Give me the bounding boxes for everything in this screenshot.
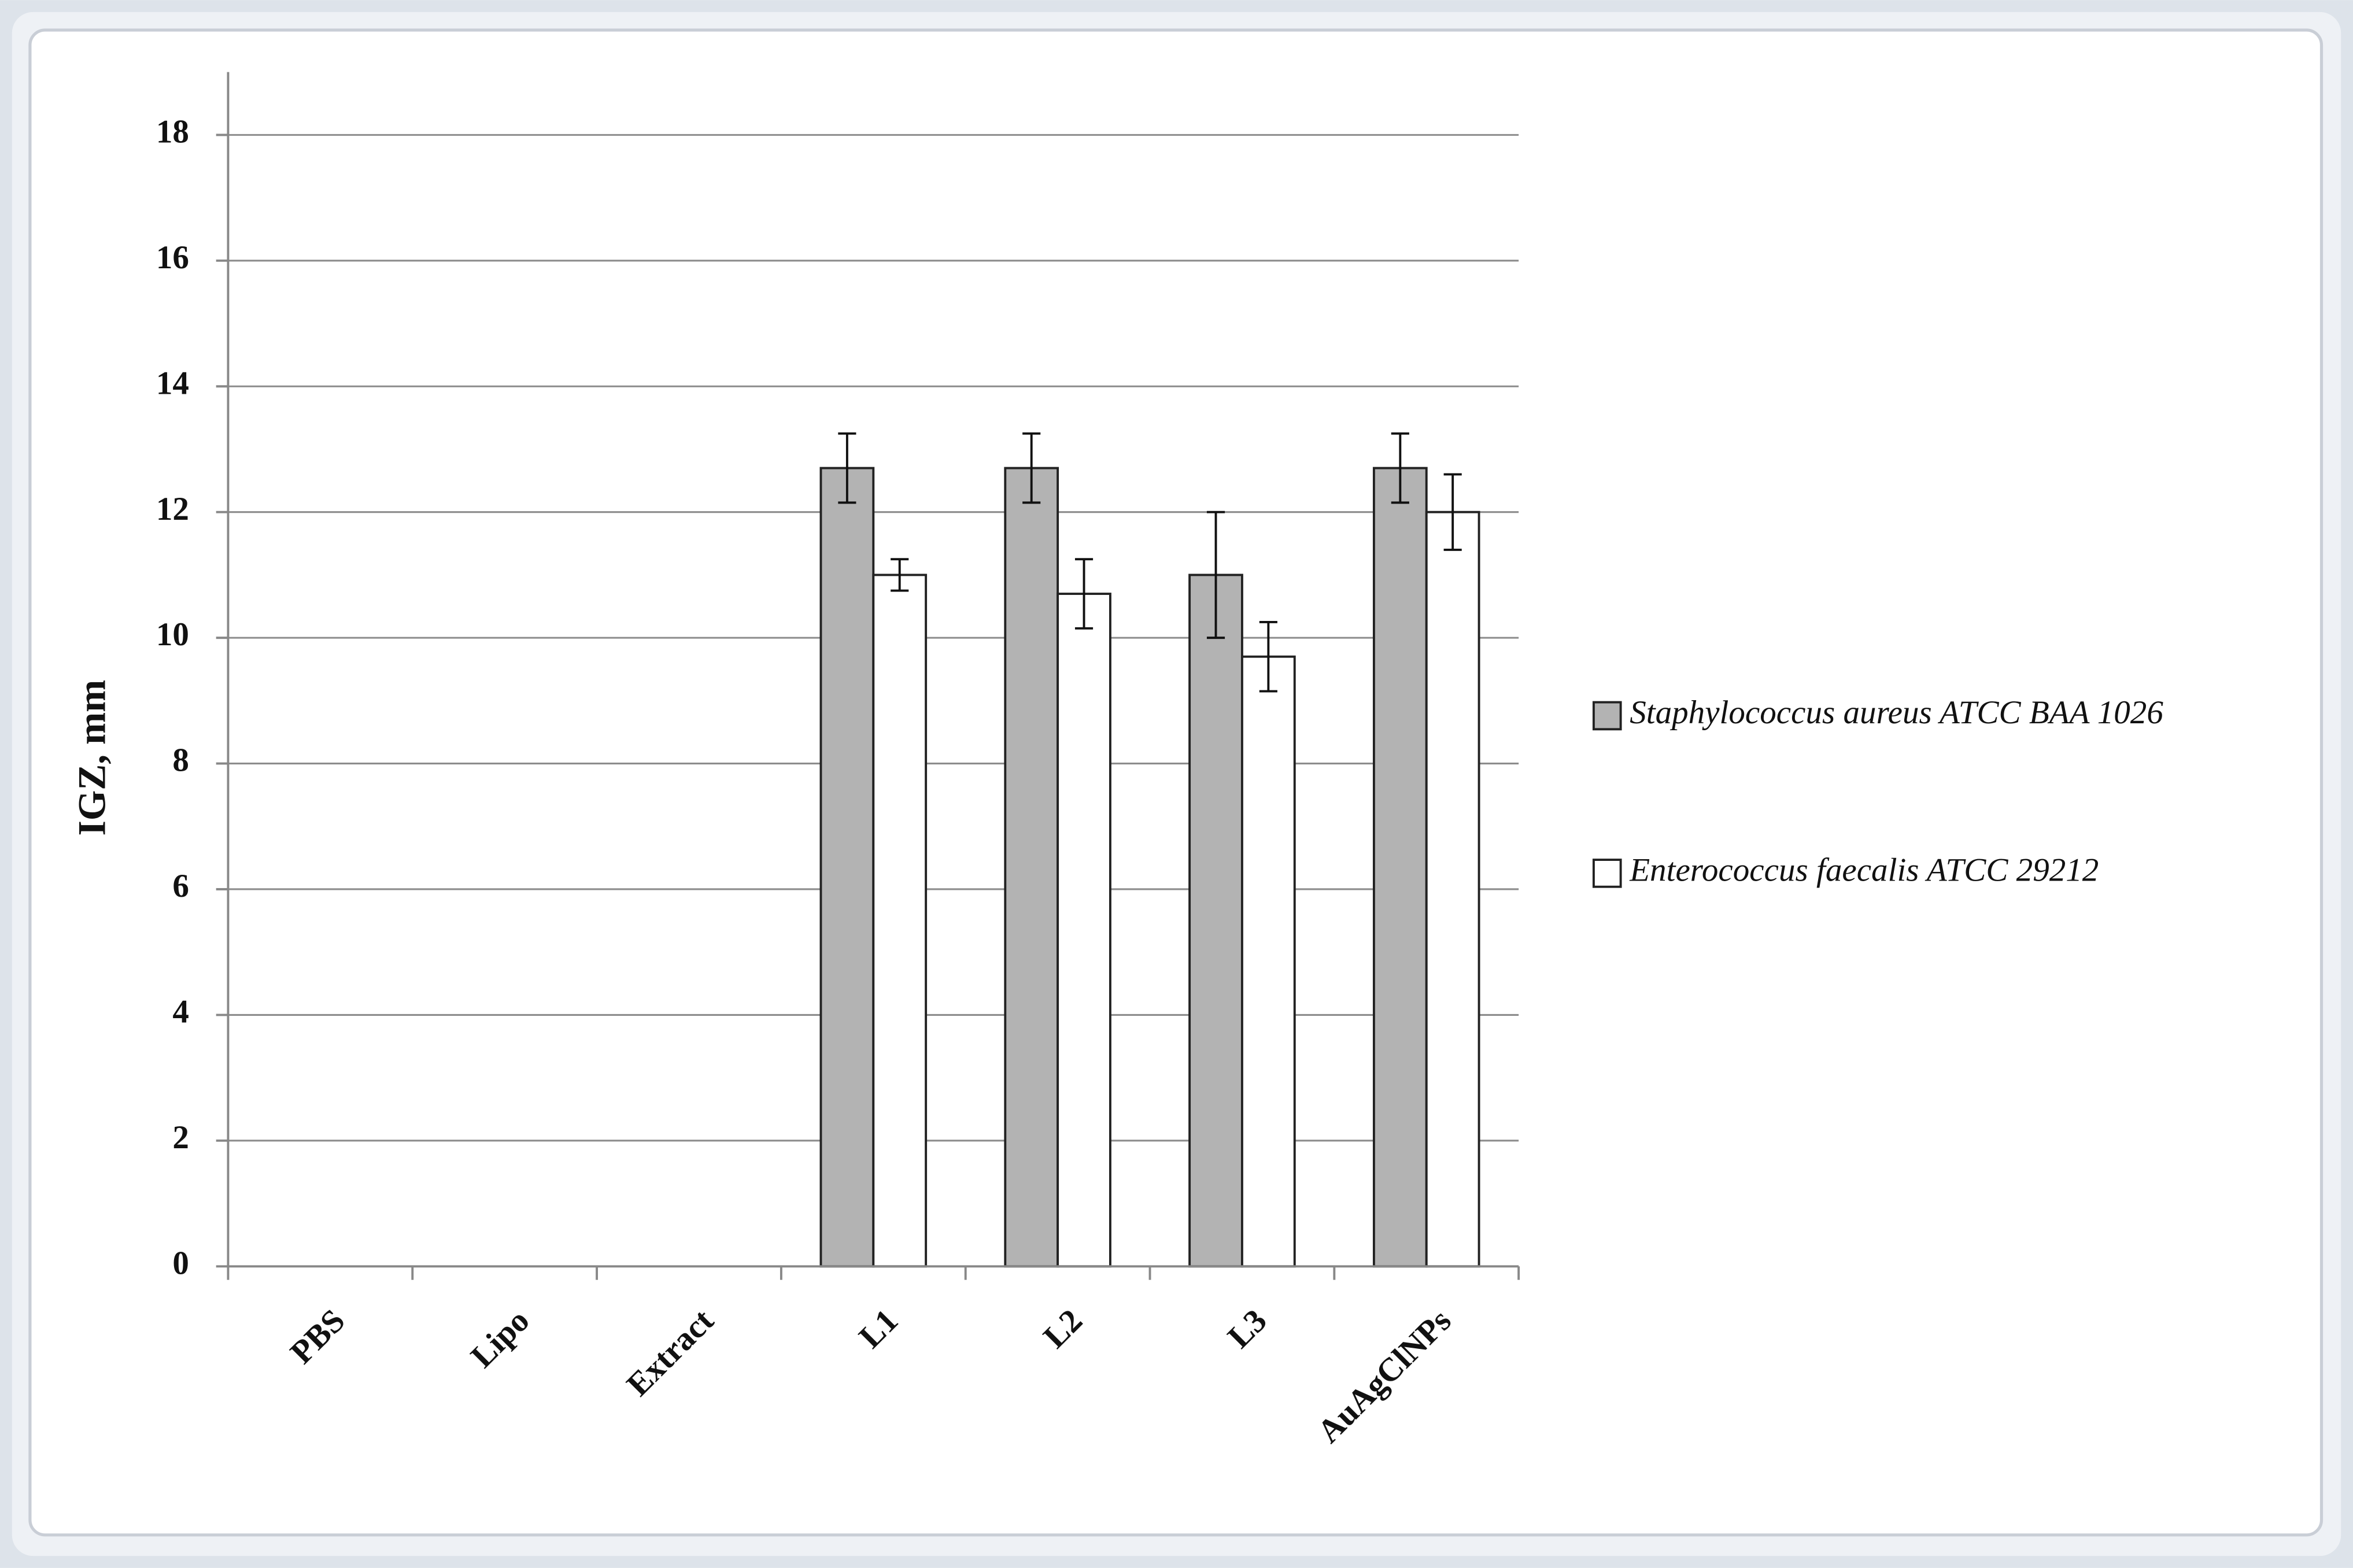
bars [819, 432, 1480, 1268]
bar [1057, 593, 1111, 1268]
bar [1372, 467, 1428, 1268]
error-bar [1443, 473, 1462, 551]
error-bar [1259, 620, 1277, 693]
y-tick-label: 10 [156, 616, 189, 653]
y-tick-label: 12 [156, 491, 189, 527]
legend-swatch [1592, 701, 1622, 731]
error-bar [891, 558, 909, 592]
y-axis-label: IGZ, mm [71, 680, 114, 836]
bar [819, 467, 875, 1268]
legend-label: Enterococcus faecalis ATCC 29212 [1629, 852, 2099, 889]
y-tick-label: 8 [172, 742, 189, 779]
error-bar [1391, 432, 1409, 504]
legend-label: Staphylococcus aureus ATCC BAA 1026 [1630, 694, 2163, 731]
y-tick-label: 0 [172, 1245, 189, 1281]
legend-swatch [1592, 859, 1622, 888]
y-tick-label: 6 [172, 868, 189, 904]
error-bar [1206, 511, 1225, 639]
y-tick-label: 16 [156, 239, 189, 276]
error-bar [1022, 432, 1041, 504]
error-bar [1074, 558, 1094, 630]
bar [1188, 574, 1243, 1268]
bar [1425, 511, 1480, 1268]
y-tick-label: 18 [156, 113, 189, 150]
bar [1004, 467, 1059, 1268]
y-tick-label: 4 [172, 994, 189, 1030]
bar [872, 574, 928, 1268]
y-tick-label: 2 [172, 1119, 189, 1156]
bar [1240, 655, 1296, 1268]
error-bar [838, 432, 856, 504]
chart-area [28, 28, 2324, 1537]
y-tick-label: 14 [156, 365, 189, 401]
